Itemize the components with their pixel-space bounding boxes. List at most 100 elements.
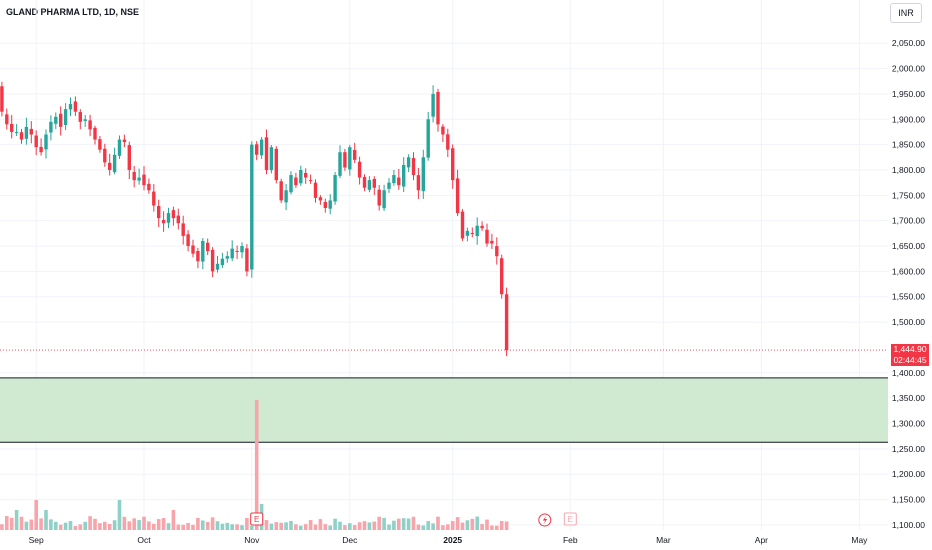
candle[interactable] [49,121,53,133]
currency-button[interactable]: INR [890,3,922,23]
candle[interactable] [215,263,220,270]
candle[interactable] [348,147,352,170]
candle[interactable] [122,139,127,143]
candle[interactable] [446,134,450,150]
candle[interactable] [465,230,470,236]
candle[interactable] [279,181,283,201]
candle[interactable] [147,183,151,191]
candle[interactable] [137,177,141,181]
candle[interactable] [19,132,24,140]
candle[interactable] [98,139,102,150]
candle[interactable] [29,128,33,135]
candle[interactable] [353,150,357,160]
candle[interactable] [157,205,161,219]
candle[interactable] [117,139,122,156]
candle[interactable] [5,114,9,125]
candle[interactable] [421,157,425,192]
candle[interactable] [387,182,391,189]
candle[interactable] [108,162,112,170]
candle[interactable] [313,182,318,198]
candle[interactable] [377,189,381,206]
candle[interactable] [250,144,254,270]
candle[interactable] [171,210,176,219]
candle[interactable] [73,101,78,112]
candle[interactable] [431,93,435,117]
candle[interactable] [240,246,244,253]
candle[interactable] [34,135,38,148]
candle[interactable] [181,223,185,236]
candle[interactable] [328,200,332,209]
candle[interactable] [132,172,136,181]
candle[interactable] [230,248,234,259]
candle[interactable] [299,169,303,184]
candle[interactable] [210,249,215,272]
candle[interactable] [367,180,372,190]
candle[interactable] [259,139,264,156]
candle[interactable] [220,258,225,266]
candle[interactable] [470,232,474,234]
candle[interactable] [0,86,4,112]
candle[interactable] [191,245,195,254]
candle[interactable] [225,256,229,259]
candle[interactable] [255,144,259,155]
candle[interactable] [500,258,504,295]
candle[interactable] [93,127,97,140]
candle[interactable] [294,177,298,186]
candle[interactable] [392,175,396,184]
candle[interactable] [480,225,484,229]
candle[interactable] [485,229,489,244]
candle[interactable] [83,119,87,121]
candle[interactable] [186,234,190,247]
candle[interactable] [142,174,146,186]
candle[interactable] [460,211,465,239]
candle[interactable] [451,148,455,181]
candle[interactable] [78,112,82,122]
candle[interactable] [397,177,401,186]
candle[interactable] [333,175,337,202]
candle[interactable] [201,240,205,262]
candle[interactable] [416,175,421,191]
candle[interactable] [127,145,131,170]
candle[interactable] [411,158,416,176]
candle[interactable] [152,191,156,206]
candle[interactable] [206,242,210,252]
candle[interactable] [24,126,29,139]
candle[interactable] [14,131,19,133]
candle[interactable] [166,213,171,223]
candle[interactable] [103,148,107,163]
candle[interactable] [10,123,14,132]
candle[interactable] [245,248,249,272]
candle[interactable] [495,246,499,257]
candle[interactable] [44,134,48,150]
candle[interactable] [176,215,180,224]
candle[interactable] [68,104,73,110]
candle[interactable] [406,157,411,168]
candle[interactable] [323,201,327,209]
candle[interactable] [490,240,494,244]
candle[interactable] [436,91,440,125]
candle[interactable] [362,177,367,188]
candle[interactable] [264,137,269,170]
candle[interactable] [426,119,430,158]
candle[interactable] [343,152,347,168]
candle[interactable] [308,180,313,182]
candle[interactable] [161,219,166,224]
candle[interactable] [455,178,460,214]
candle[interactable] [372,178,376,188]
candle[interactable] [441,126,445,135]
candle[interactable] [196,251,200,262]
candle[interactable] [39,146,43,153]
candle[interactable] [284,190,288,203]
candle[interactable] [318,197,323,201]
candle[interactable] [235,250,239,252]
candle[interactable] [475,225,479,237]
candle[interactable] [382,190,386,209]
candle[interactable] [112,154,117,173]
candle[interactable] [304,172,308,178]
earnings-marker[interactable] [250,512,264,526]
candle[interactable] [54,116,58,124]
candle[interactable] [88,120,92,130]
candle[interactable] [402,164,406,187]
candle[interactable] [269,147,274,171]
